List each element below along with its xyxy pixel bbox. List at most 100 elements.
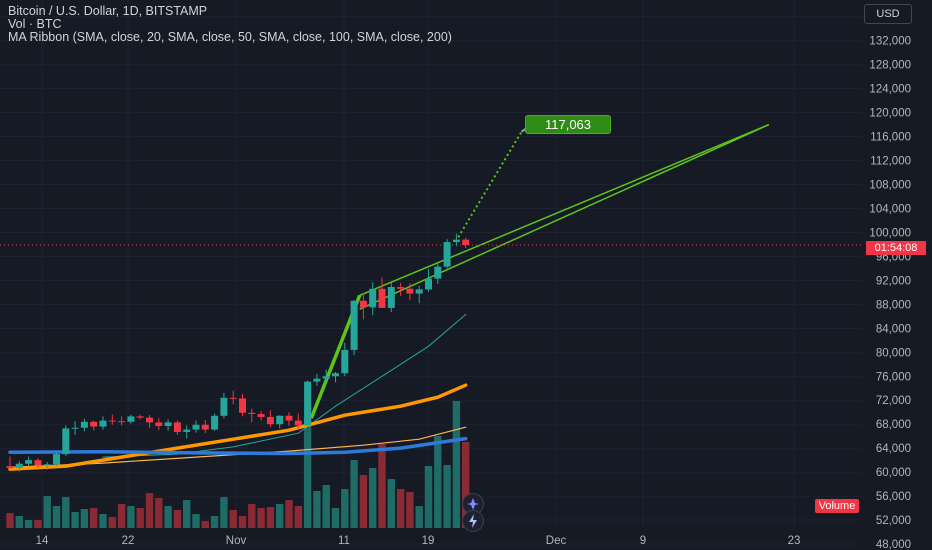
price-tick-label: 60,000 [876,467,911,479]
volume-bar [378,444,386,528]
volume-bar [183,500,191,528]
projection-price-label[interactable]: 117,063 [525,115,611,134]
volume-bar [303,418,312,528]
volume-bar [173,510,182,528]
price-tick-label: 64,000 [876,443,911,455]
candle-body [201,424,209,430]
volume-bar [443,465,451,528]
candle-body [322,376,330,379]
candle-body [43,464,51,466]
volume-bar [452,401,461,528]
price-tick-label: 52,000 [876,515,911,527]
price-tick-label: 108,000 [869,180,911,192]
candle-body [313,378,321,382]
time-axis: 14 22 Nov 11 19 Dec 9 23 [36,535,801,547]
candle-body [266,416,274,425]
volume-bar [71,512,79,528]
candle-body [425,278,432,290]
price-tick-label: 120,000 [869,108,911,120]
price-tick-label: 92,000 [876,275,911,287]
trendlines [0,120,862,419]
candle-body [155,422,163,426]
volume-bar [331,508,340,528]
candle-body [25,460,33,464]
volume-bar [127,506,135,528]
candle-body [378,288,386,308]
candle-body [164,422,172,426]
volume-bar [164,506,172,528]
time-tick-label: 19 [422,535,435,547]
currency-button[interactable]: USD [864,4,912,24]
volume-bar [238,516,247,528]
candle-body [350,300,358,350]
price-tick-label: 124,000 [869,84,911,96]
countdown-price-tag: 01:54:08 [866,241,926,255]
price-tick-label: 48,000 [876,539,911,550]
grid [0,0,862,545]
volume-bar [145,493,154,528]
price-tick-label: 112,000 [870,156,911,168]
candle-body [248,412,256,414]
projection-line [457,131,523,238]
volume-bar [434,436,442,528]
candle-body [15,463,23,468]
volume-bar [108,517,116,528]
volume-bar [276,504,284,528]
volume-bar [359,475,368,528]
ma-ribbon-legend: MA Ribbon (SMA, close, 20, SMA, close, 5… [8,30,452,44]
candle-body [462,239,470,246]
sma100-line [9,426,467,468]
candle-body [239,398,246,413]
candle-body [136,416,144,418]
volume-bar [15,516,23,528]
candle-body [415,289,423,294]
candle-body [369,288,377,308]
volume-bar [34,520,42,528]
volume-bar [350,460,358,528]
volume-bar [266,507,275,528]
price-tick-label: 76,000 [876,371,911,383]
candle-body [90,421,98,427]
candle-body [285,415,293,421]
volume-bar [220,497,228,528]
candle-body [332,373,339,377]
lightning-icon[interactable] [462,510,484,532]
volume-bar [415,506,423,528]
volume-bar [248,504,256,528]
volume-bar [285,500,293,528]
candle-body [397,286,405,289]
time-tick-label: 22 [122,535,135,547]
volume-bar [396,489,405,528]
price-axis: 48,000 52,000 56,000 60,000 64,000 68,000 72,0… [869,12,911,550]
volume-bar [313,491,321,528]
volume-bar [24,520,33,528]
candle-body [211,415,219,430]
volume-bars [6,401,470,528]
candle-body [257,413,265,417]
candle-body [359,300,367,308]
candle-body [53,454,60,465]
time-tick-label: 23 [788,535,801,547]
candle-body [434,266,442,279]
volume-bar [406,492,414,528]
volume-bar [6,513,14,528]
time-tick-label: Dec [546,535,567,547]
price-tick-label: 80,000 [876,347,911,359]
candle-body [99,420,107,427]
volume-bar [52,506,61,528]
volume-bar [99,514,107,528]
price-tick-label: 132,000 [869,36,911,48]
candle-body [229,397,237,399]
candle-body [173,422,181,432]
volume-bar [229,510,237,528]
candle-body [192,424,200,430]
price-tick-label: 100,000 [869,227,911,239]
volume-bar [387,479,395,528]
candle-body [6,466,14,468]
candle-body [62,428,70,455]
volume-bar [201,521,209,528]
candle-body [220,397,228,416]
trendline [359,123,770,310]
sma200-line [8,436,468,456]
